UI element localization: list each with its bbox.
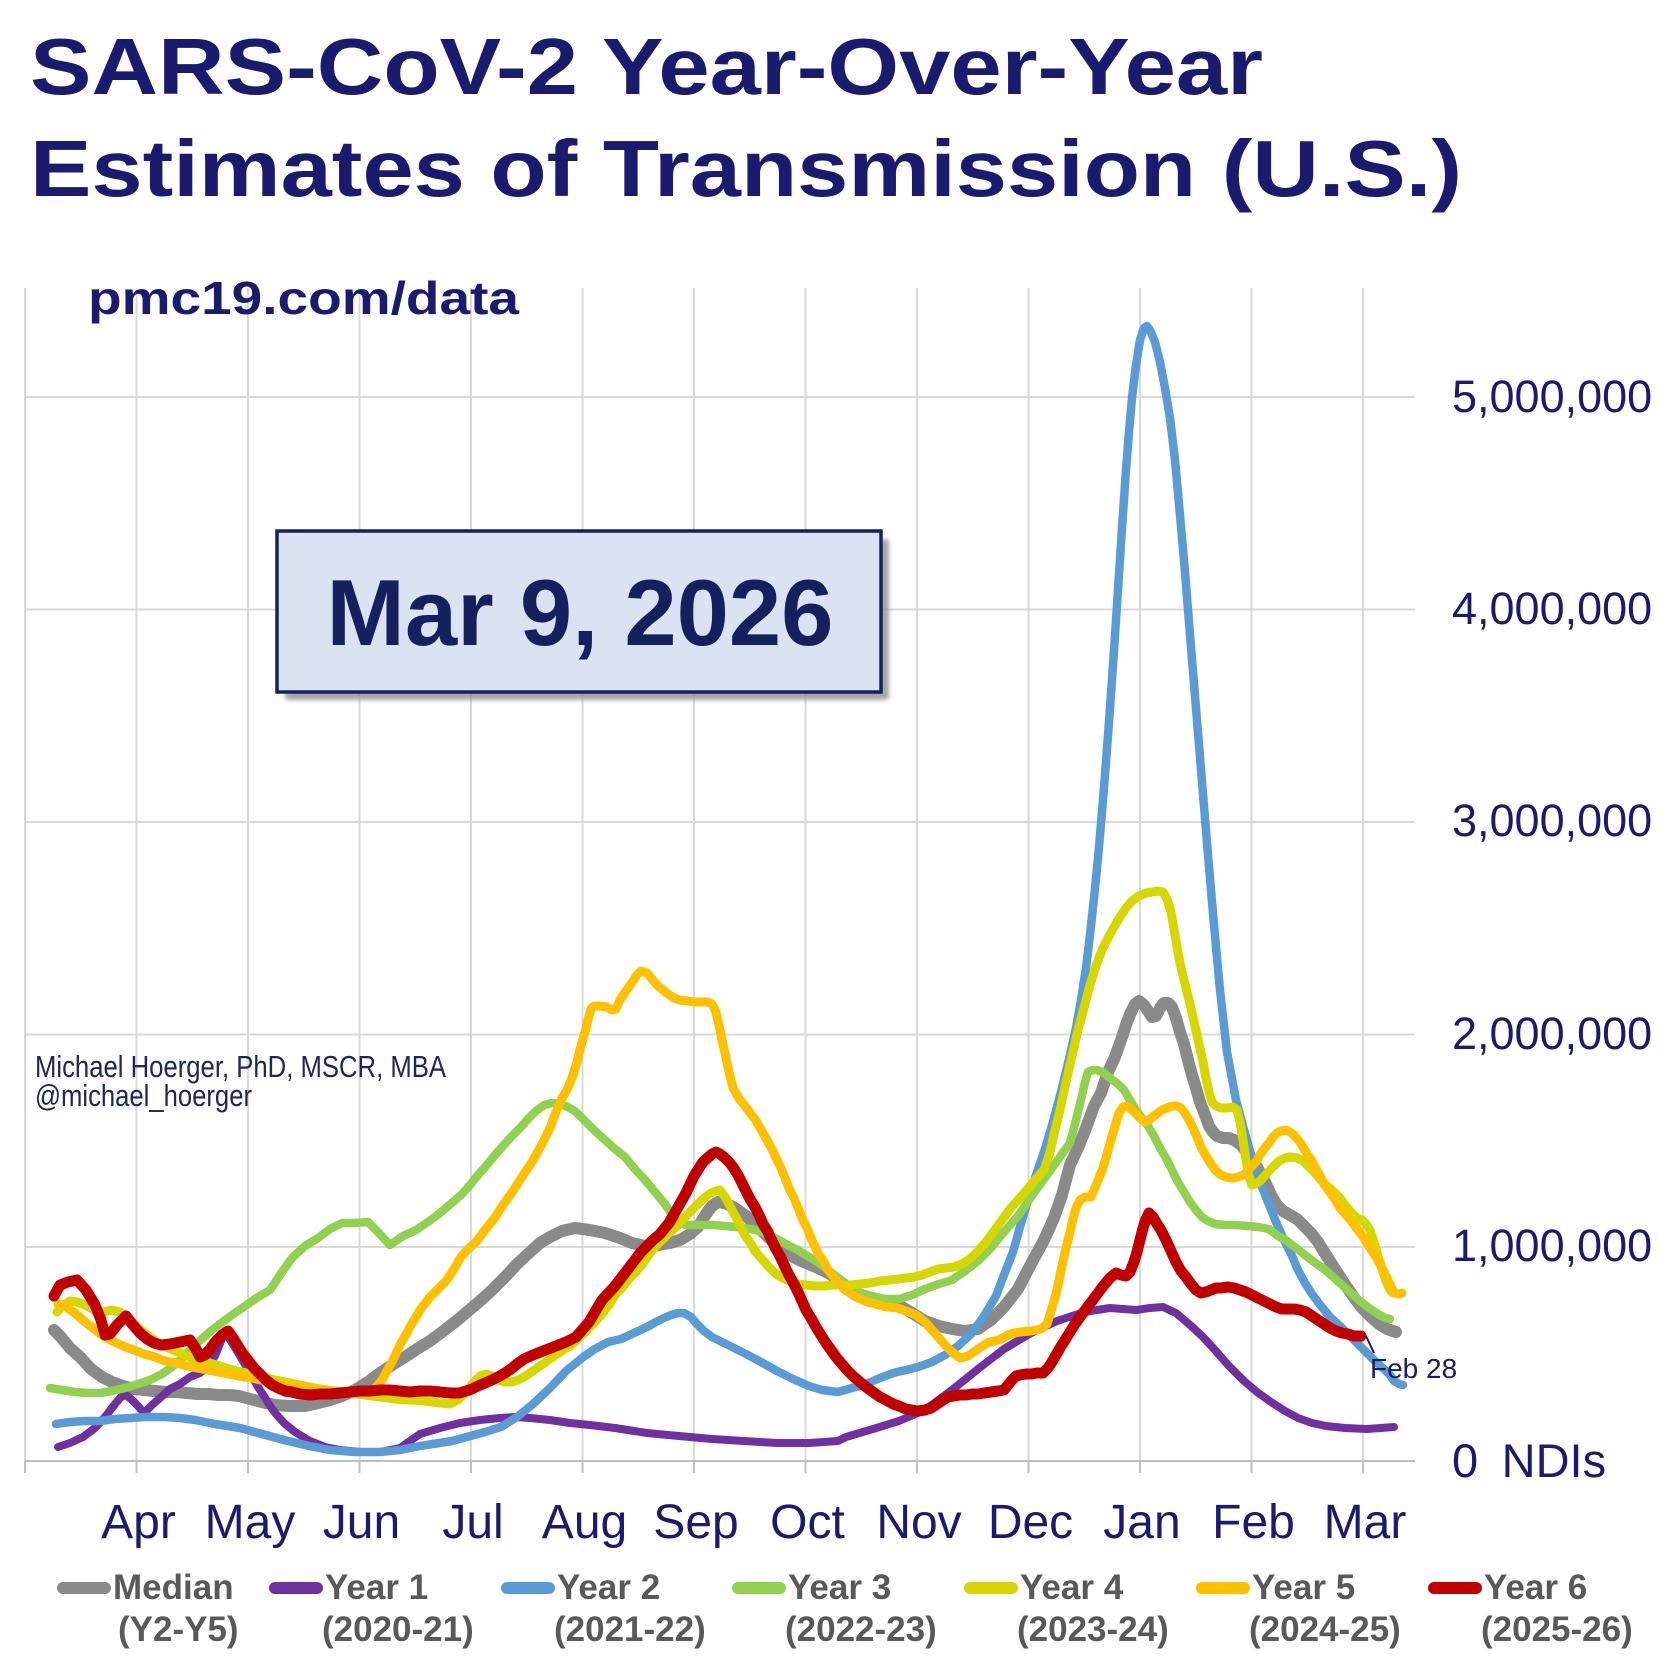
svg-text:Michael Hoerger, PhD, MSCR, MB: Michael Hoerger, PhD, MSCR, MBA — [35, 1049, 446, 1084]
svg-text:(2021-22): (2021-22) — [554, 1610, 706, 1649]
svg-text:@michael_hoerger: @michael_hoerger — [35, 1078, 252, 1113]
svg-text:Oct: Oct — [770, 1496, 845, 1549]
svg-text:(2023-24): (2023-24) — [1017, 1610, 1169, 1649]
svg-text:Sep: Sep — [653, 1496, 738, 1549]
svg-text:Year 3: Year 3 — [788, 1568, 891, 1607]
svg-text:Mar: Mar — [1324, 1496, 1407, 1549]
svg-text:(2025-26): (2025-26) — [1481, 1610, 1633, 1649]
svg-text:Estimates of Transmission (U.S: Estimates of Transmission (U.S.) — [30, 124, 1462, 213]
svg-text:(2020-21): (2020-21) — [322, 1610, 474, 1649]
svg-text:Year 6: Year 6 — [1484, 1568, 1587, 1607]
svg-text:Feb 28: Feb 28 — [1370, 1353, 1457, 1384]
svg-text:Apr: Apr — [101, 1496, 176, 1549]
svg-text:Year 1: Year 1 — [325, 1568, 428, 1607]
svg-text:Year 2: Year 2 — [557, 1568, 660, 1607]
svg-text:1,000,000: 1,000,000 — [1452, 1220, 1652, 1271]
svg-text:2,000,000: 2,000,000 — [1452, 1008, 1652, 1059]
svg-text:Mar 9, 2026: Mar 9, 2026 — [327, 560, 834, 665]
svg-text:Median: Median — [113, 1568, 234, 1607]
svg-text:May: May — [205, 1496, 296, 1549]
svg-text:Jan: Jan — [1103, 1496, 1180, 1549]
svg-text:Dec: Dec — [988, 1496, 1073, 1549]
svg-text:(Y2-Y5): (Y2-Y5) — [118, 1610, 239, 1649]
svg-text:0 NDIs: 0 NDIs — [1452, 1434, 1606, 1487]
svg-text:Aug: Aug — [542, 1496, 627, 1549]
svg-text:3,000,000: 3,000,000 — [1452, 795, 1652, 846]
svg-text:4,000,000: 4,000,000 — [1452, 583, 1652, 634]
svg-text:Year 5: Year 5 — [1252, 1568, 1355, 1607]
svg-text:Jul: Jul — [442, 1496, 503, 1549]
svg-text:Jun: Jun — [323, 1496, 400, 1549]
svg-text:(2022-23): (2022-23) — [785, 1610, 937, 1649]
svg-text:pmc19.com/data: pmc19.com/data — [88, 272, 519, 324]
svg-text:Nov: Nov — [876, 1496, 961, 1549]
svg-text:SARS-CoV-2 Year-Over-Year: SARS-CoV-2 Year-Over-Year — [30, 22, 1263, 111]
svg-text:Feb: Feb — [1212, 1496, 1295, 1549]
svg-text:5,000,000: 5,000,000 — [1452, 371, 1652, 422]
svg-text:(2024-25): (2024-25) — [1249, 1610, 1401, 1649]
svg-text:Year 4: Year 4 — [1020, 1568, 1124, 1607]
